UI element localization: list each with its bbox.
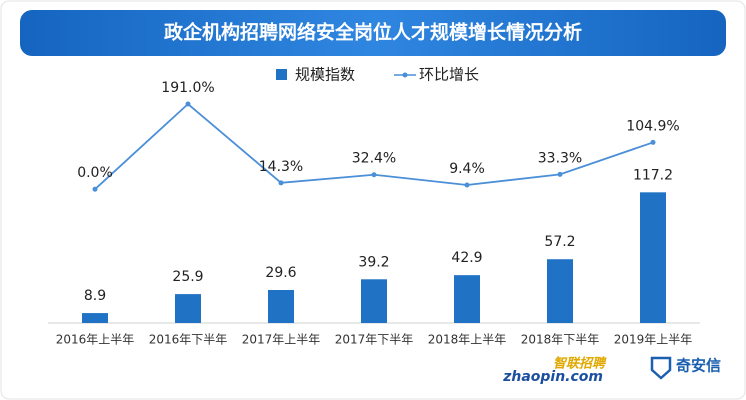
data-label: 117.2 — [633, 167, 673, 183]
data-label: 33.3% — [538, 150, 582, 166]
data-label: 0.0% — [77, 165, 113, 181]
point — [650, 139, 656, 145]
data-label: 32.4% — [352, 151, 396, 167]
brand-site: zhaopin.com — [502, 369, 603, 385]
bar — [454, 275, 480, 323]
point — [557, 171, 563, 177]
x-tick-label: 2018年下半年 — [521, 333, 600, 347]
data-label: 29.6 — [265, 265, 296, 281]
brand-name: 智联招聘 — [553, 356, 607, 372]
bar — [268, 289, 294, 323]
data-label: 104.9% — [626, 118, 679, 134]
point — [464, 182, 470, 188]
point — [92, 186, 98, 192]
bar — [82, 313, 108, 323]
title-banner — [20, 10, 726, 56]
data-label: 191.0% — [161, 80, 214, 96]
bar — [640, 192, 666, 323]
x-tick-label: 2019年上半年 — [614, 333, 693, 347]
data-label: 39.2 — [358, 254, 389, 270]
legend-label: 环比增长 — [419, 66, 479, 84]
x-tick-label: 2017年上半年 — [242, 333, 321, 347]
x-tick-label: 2016年上半年 — [56, 333, 135, 347]
legend-label: 规模指数 — [295, 66, 355, 84]
legend-swatch — [402, 72, 408, 78]
data-label: 57.2 — [544, 234, 575, 250]
x-tick-label: 2018年上半年 — [428, 333, 507, 347]
chart-title: 政企机构招聘网络安全岗位人才规模增长情况分析 — [164, 21, 582, 44]
x-tick-label: 2016年下半年 — [149, 333, 228, 347]
x-tick-label: 2017年下半年 — [335, 333, 414, 347]
data-label: 8.9 — [84, 288, 106, 304]
bar — [175, 294, 201, 323]
point — [371, 172, 377, 178]
data-label: 9.4% — [449, 161, 485, 177]
bar — [361, 279, 387, 323]
bar — [547, 259, 573, 323]
brand-icon — [650, 356, 672, 380]
brand-name-2: 奇安信 — [676, 357, 721, 375]
legend-swatch — [276, 69, 287, 80]
data-label: 25.9 — [172, 269, 203, 285]
point — [278, 180, 284, 186]
data-label: 42.9 — [451, 250, 482, 266]
point — [185, 101, 191, 107]
data-label: 14.3% — [259, 159, 303, 175]
